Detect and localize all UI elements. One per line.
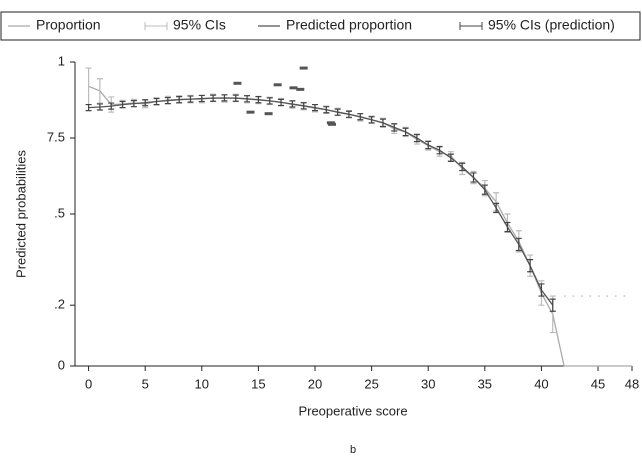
- error-bar: [493, 202, 500, 214]
- x-tick-label: 25: [364, 376, 378, 391]
- y-axis-label: Predicted probabilities: [13, 150, 28, 278]
- error-bar: [119, 100, 126, 109]
- error-bar: [413, 133, 420, 143]
- marker: [264, 112, 273, 116]
- y-tick-label: 0: [58, 357, 65, 372]
- error-bar: [278, 98, 285, 107]
- x-tick-label: 30: [421, 376, 435, 391]
- marker: [273, 83, 282, 87]
- error-bar: [266, 97, 273, 105]
- error-bar: [176, 96, 183, 104]
- error-bar: [85, 103, 92, 112]
- x-tick-label: 0: [85, 376, 92, 391]
- error-bar: [425, 140, 432, 150]
- error-bar: [481, 184, 488, 195]
- marker: [246, 110, 255, 114]
- error-bar: [232, 94, 239, 102]
- error-bar: [391, 123, 398, 132]
- y-tick-label: 1: [58, 53, 65, 68]
- legend-label: Predicted proportion: [286, 17, 412, 33]
- error-bar: [142, 99, 149, 107]
- error-bar: [447, 153, 454, 163]
- error-bar: [334, 108, 341, 116]
- error-bar: [198, 94, 205, 103]
- legend-swatch: [144, 22, 168, 30]
- marker: [289, 86, 298, 90]
- x-tick-label: 45: [591, 376, 605, 391]
- error-bar: [289, 100, 296, 108]
- error-bar: [368, 116, 375, 124]
- legend: Proportion 95% CIs Predicted proportion 95%…: [8, 17, 615, 33]
- error-bar: [470, 172, 477, 183]
- error-bar: [527, 259, 534, 273]
- error-bar: [96, 103, 103, 111]
- error-bar: [379, 118, 386, 128]
- error-bar: [221, 94, 228, 102]
- error-bar: [85, 67, 92, 106]
- error-bar: [436, 145, 443, 155]
- series-line: [88, 85, 632, 367]
- error-bar: [300, 102, 307, 110]
- marker: [327, 122, 336, 126]
- legend-label: 95% CIs (prediction): [488, 17, 615, 33]
- marker: [233, 81, 242, 85]
- error-bar: [96, 78, 103, 104]
- error-bar: [357, 113, 364, 121]
- error-bar: [402, 127, 409, 137]
- error-bar: [153, 97, 160, 106]
- y-tick-label: .2: [54, 297, 65, 312]
- y-tick-label: 7.5: [47, 129, 65, 144]
- series-line: [88, 97, 554, 306]
- legend-swatch: [459, 22, 483, 30]
- x-tick-label: 15: [251, 376, 265, 391]
- legend-label: Proportion: [36, 17, 101, 33]
- caption: b: [350, 444, 356, 456]
- marker: [296, 87, 305, 91]
- y-tick-label: .5: [54, 205, 65, 220]
- error-bar: [130, 100, 137, 108]
- error-bar: [538, 283, 545, 297]
- marker: [299, 66, 308, 70]
- error-bar: [323, 106, 330, 114]
- error-bar: [345, 110, 352, 118]
- x-tick-label: 10: [195, 376, 209, 391]
- error-bar: [255, 96, 262, 104]
- x-tick-label: 40: [534, 376, 548, 391]
- error-bar: [210, 94, 217, 102]
- x-tick-label: 20: [308, 376, 322, 391]
- x-tick-label: 48: [625, 376, 639, 391]
- legend-label: 95% CIs: [173, 17, 226, 33]
- x-tick-label: 5: [142, 376, 149, 391]
- error-bar: [244, 95, 251, 103]
- error-bar: [515, 237, 522, 252]
- error-bar: [164, 96, 171, 105]
- error-bar: [504, 221, 511, 233]
- x-axis-label: Preoperative score: [298, 403, 407, 418]
- marker: [326, 121, 335, 125]
- error-bar: [312, 103, 319, 112]
- x-tick-label: 35: [478, 376, 492, 391]
- error-bar: [108, 102, 115, 110]
- legend-box: [0, 11, 641, 41]
- error-bar: [459, 162, 466, 172]
- error-bar: [187, 95, 194, 103]
- error-bar: [549, 298, 556, 312]
